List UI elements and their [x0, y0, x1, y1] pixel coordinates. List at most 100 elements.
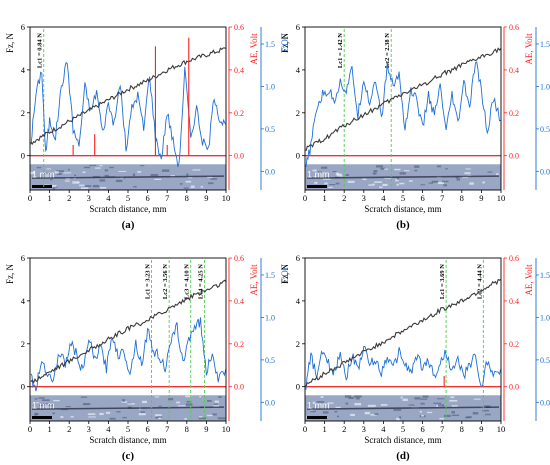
micrograph-speckle	[100, 187, 107, 189]
cof-tick-label: 1.5	[540, 40, 550, 49]
micrograph-speckle	[168, 398, 174, 401]
ae-tick-label: 0.4	[509, 66, 519, 75]
micrograph-speckle	[208, 182, 214, 185]
micrograph-speckle	[49, 179, 53, 181]
fz-tick-label: 6	[21, 22, 25, 32]
micrograph-speckle	[394, 168, 401, 171]
x-tick-label: 10	[497, 193, 506, 203]
micrograph-speckle	[199, 396, 202, 398]
micrograph-speckle	[154, 178, 162, 181]
micrograph-speckle	[465, 168, 471, 170]
micrograph-speckle	[53, 186, 58, 188]
fz-tick-label: 2	[296, 339, 300, 349]
scale-bar-label: 1 mm	[32, 400, 55, 410]
micrograph-speckle	[427, 411, 433, 414]
micrograph-speckle	[312, 401, 315, 405]
micrograph-speckle	[379, 186, 383, 188]
micrograph-speckle	[50, 184, 57, 188]
micrograph-speckle	[367, 404, 376, 407]
micrograph-speckle	[314, 181, 318, 184]
x-tick-label: 10	[497, 424, 506, 434]
scale-bar-label: 1 mm	[307, 400, 330, 410]
x-tick-label: 1	[322, 193, 326, 203]
micrograph-speckle	[322, 178, 331, 180]
micrograph-speckle	[395, 179, 399, 182]
micrograph-speckle	[161, 169, 170, 172]
x-tick-label: 9	[204, 424, 208, 434]
micrograph-speckle	[184, 418, 187, 420]
micrograph-speckle	[104, 174, 109, 178]
micrograph-speckle	[345, 174, 349, 177]
micrograph-speckle	[53, 399, 60, 402]
micrograph-speckle	[414, 397, 421, 400]
fz-tick-label: 2	[296, 108, 300, 118]
micrograph-speckle	[85, 185, 92, 188]
ae-tick-label: 0.2	[234, 340, 244, 349]
micrograph-speckle	[414, 165, 420, 168]
micrograph-speckle	[122, 416, 127, 419]
micrograph-speckle	[402, 398, 408, 402]
micrograph-speckle	[34, 413, 38, 416]
x-tick-label: 7	[165, 424, 169, 434]
micrograph-speckle	[376, 165, 383, 168]
ae-tick-label: 0.0	[234, 383, 244, 392]
ae-tick-label: 0.0	[234, 152, 244, 161]
micrograph-speckle	[176, 401, 180, 404]
micrograph-speckle	[70, 416, 74, 418]
cof-tick-label: 1.0	[540, 82, 550, 91]
micrograph-speckle	[121, 177, 126, 179]
scratch-track	[31, 406, 225, 410]
cof-axis-label: COF	[280, 34, 290, 52]
panel-label: (a)	[122, 219, 135, 231]
scale-bar	[32, 416, 52, 419]
ae-tick-label: 0.2	[509, 340, 519, 349]
cof-axis-label: COF	[280, 265, 290, 283]
micrograph-speckle	[373, 170, 378, 173]
x-tick-label: 1	[47, 424, 51, 434]
fz-tick-label: 0	[21, 151, 25, 161]
micrograph-speckle	[399, 182, 405, 185]
micrograph-speckle	[444, 414, 451, 417]
micrograph-speckle	[328, 186, 333, 188]
ae-axis-label: AE, Volt	[249, 264, 259, 296]
x-tick-label: 6	[145, 424, 149, 434]
micrograph-speckle	[436, 165, 442, 168]
micrograph-speckle	[420, 398, 428, 400]
micrograph-speckle	[36, 402, 40, 404]
cof-tick-label: 0.5	[540, 356, 550, 365]
micrograph-speckle	[455, 176, 459, 179]
micrograph-speckle	[99, 412, 104, 416]
x-tick-label: 3	[362, 193, 366, 203]
ae-tick-label: 0.6	[234, 254, 244, 263]
fz-tick-label: 4	[21, 296, 26, 306]
x-tick-label: 8	[185, 193, 189, 203]
micrograph-speckle	[157, 417, 162, 420]
ae-tick-label: 0.4	[234, 297, 244, 306]
x-tick-label: 6	[145, 193, 149, 203]
micrograph-speckle	[156, 416, 163, 418]
micrograph-speckle	[80, 396, 87, 398]
micrograph-speckle	[396, 177, 400, 180]
micrograph-speckle	[54, 171, 59, 174]
micrograph-speckle	[451, 405, 458, 407]
x-tick-label: 2	[67, 424, 71, 434]
micrograph-speckle	[154, 396, 160, 398]
micrograph-speckle	[206, 414, 214, 417]
micrograph-speckle	[372, 183, 375, 186]
micrograph-speckle	[316, 401, 325, 403]
micrograph-speckle	[348, 396, 354, 400]
x-axis-label: Scratch distance, mm	[89, 435, 166, 445]
critical-load-label: Lc1 = 3.23 N	[145, 264, 152, 299]
micrograph-speckle	[374, 181, 383, 183]
cof-tick-label: 0.5	[540, 125, 550, 134]
micrograph-speckle	[121, 400, 127, 403]
fz-series	[305, 278, 502, 387]
micrograph-speckle	[437, 404, 445, 407]
micrograph-speckle	[400, 396, 403, 399]
micrograph-speckle	[469, 182, 474, 185]
micrograph-speckle	[472, 412, 479, 415]
micrograph-speckle	[317, 171, 322, 174]
cof-tick-label: 1.5	[540, 271, 550, 280]
micrograph-speckle	[142, 400, 147, 404]
x-tick-label: 5	[401, 193, 405, 203]
